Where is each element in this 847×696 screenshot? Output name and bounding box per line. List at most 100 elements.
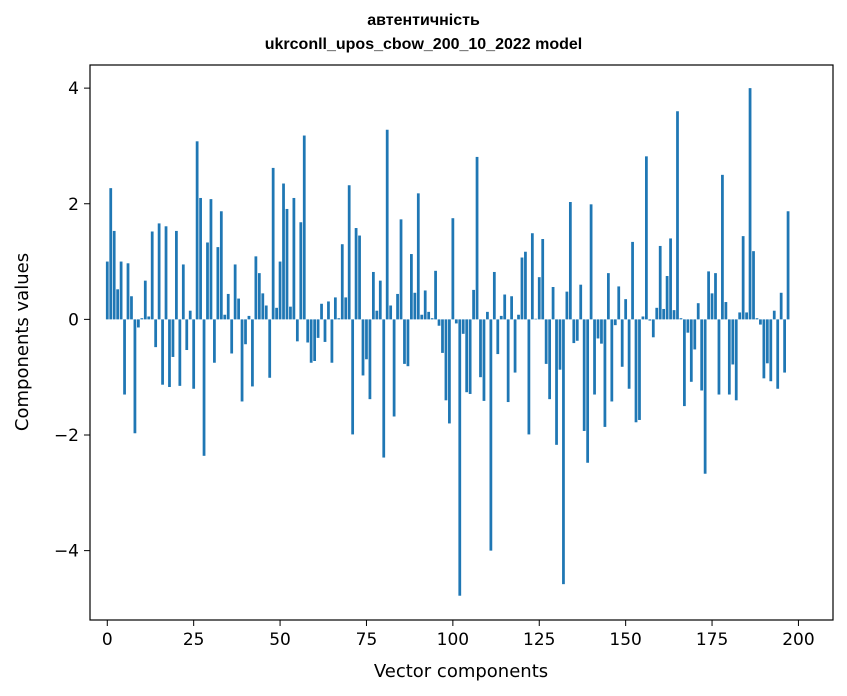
y-tick-label: 0 xyxy=(68,310,79,330)
bar xyxy=(109,188,113,320)
bar xyxy=(289,306,292,320)
bar xyxy=(610,319,614,402)
bar xyxy=(534,318,538,320)
bar xyxy=(413,292,417,320)
bar xyxy=(278,261,282,320)
bar xyxy=(181,264,185,320)
bar xyxy=(524,251,527,320)
bar xyxy=(157,223,161,320)
x-tick-label: 100 xyxy=(437,630,469,650)
bar xyxy=(306,319,310,343)
bar xyxy=(558,319,562,370)
x-tick-label: 75 xyxy=(356,630,378,650)
bar xyxy=(285,208,289,320)
bar xyxy=(371,271,375,320)
y-axis-ticks: −4 −2 0 2 4 xyxy=(54,79,90,562)
bar xyxy=(195,141,199,320)
bar xyxy=(707,271,710,320)
bar xyxy=(126,263,130,320)
bar xyxy=(123,319,126,395)
bar xyxy=(337,318,341,320)
bar xyxy=(313,319,317,361)
bar xyxy=(689,319,693,382)
bar xyxy=(651,319,655,338)
bar xyxy=(582,319,586,431)
bar xyxy=(520,257,524,320)
bar xyxy=(465,319,469,393)
bar xyxy=(510,296,513,320)
bar xyxy=(603,319,607,427)
bar xyxy=(454,319,458,324)
bar xyxy=(368,319,372,400)
bar xyxy=(492,271,496,320)
bar xyxy=(724,302,728,320)
bar xyxy=(755,318,759,320)
bar xyxy=(475,156,479,320)
bar xyxy=(385,129,389,320)
bar xyxy=(427,311,431,320)
bar xyxy=(264,305,268,320)
bar xyxy=(347,185,351,320)
bar xyxy=(444,319,448,401)
bar xyxy=(458,319,462,596)
bar xyxy=(631,241,634,320)
bar xyxy=(634,319,638,423)
bar xyxy=(168,319,171,388)
y-tick-label: 4 xyxy=(68,79,79,99)
chart-subtitle: ukrconll_upos_cbow_200_10_2022 model xyxy=(264,36,583,53)
bar xyxy=(396,293,399,320)
bar xyxy=(309,319,313,363)
bar xyxy=(572,319,576,344)
bar xyxy=(154,319,158,348)
bar xyxy=(641,316,645,320)
bar xyxy=(416,193,420,320)
bar xyxy=(213,319,216,363)
bar xyxy=(624,299,628,320)
bar xyxy=(645,156,648,320)
bar xyxy=(410,254,413,320)
bar xyxy=(759,319,762,325)
bar xyxy=(216,247,220,320)
bar xyxy=(382,319,386,458)
bar xyxy=(209,199,213,320)
bar xyxy=(565,291,569,320)
x-tick-label: 175 xyxy=(696,630,728,650)
bar xyxy=(672,310,676,320)
bar xyxy=(721,174,724,320)
x-tick-label: 150 xyxy=(609,630,641,650)
chart-title: автентичність xyxy=(367,12,480,29)
bar xyxy=(714,273,717,320)
bar xyxy=(133,319,137,434)
x-axis-label: Vector components xyxy=(374,661,548,682)
bar xyxy=(451,218,455,320)
bar xyxy=(354,228,358,320)
bar xyxy=(112,230,116,320)
bar xyxy=(244,319,247,345)
bar xyxy=(171,319,175,357)
bar xyxy=(441,319,444,353)
bar xyxy=(282,183,285,320)
bar xyxy=(517,314,520,320)
bar xyxy=(150,231,154,320)
bar xyxy=(752,251,755,320)
bar xyxy=(541,239,545,320)
bar xyxy=(555,319,558,445)
bar xyxy=(731,319,735,365)
bar xyxy=(658,245,662,320)
bar xyxy=(340,244,344,320)
bar xyxy=(358,235,361,320)
bar xyxy=(365,319,368,360)
bar xyxy=(579,284,583,320)
bar xyxy=(593,319,596,395)
x-tick-label: 0 xyxy=(102,630,113,650)
bar xyxy=(741,236,745,320)
bar xyxy=(596,319,600,339)
bar xyxy=(316,319,320,338)
bar xyxy=(496,319,500,355)
bar xyxy=(486,311,489,320)
bar xyxy=(219,211,223,320)
bar xyxy=(188,310,192,320)
bar xyxy=(261,293,265,320)
bar xyxy=(164,226,168,320)
